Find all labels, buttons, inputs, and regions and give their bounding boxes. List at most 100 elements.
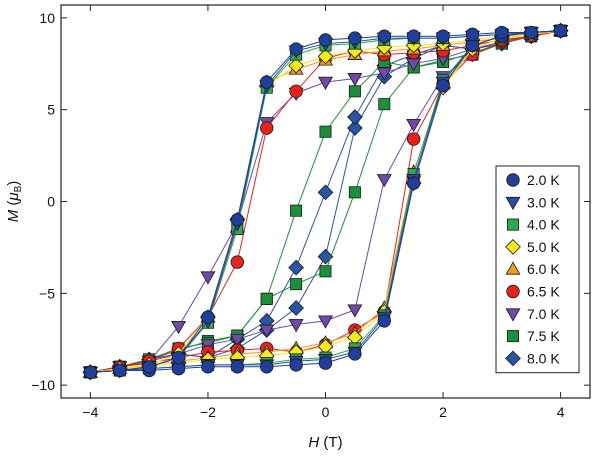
data-point	[347, 109, 363, 125]
data-point	[289, 358, 303, 372]
data-point	[524, 25, 538, 40]
data-point	[289, 84, 303, 99]
legend-label: 3.0 K	[527, 194, 560, 210]
data-point	[259, 324, 275, 338]
x-tick-label: −4	[82, 404, 98, 420]
data-point	[319, 265, 332, 278]
legend-label: 4.0 K	[527, 217, 560, 233]
legend-item: 7.0 K	[505, 306, 560, 322]
legend-item: 4.0 K	[506, 217, 560, 233]
legend: 2.0 K 3.0 K 4.0 K 5.0 K 6.0 K 6.5 K 7.0 K 7.5 K…	[495, 165, 580, 374]
axis-ticks: −4 −2 0 2 4 −10 −5 0 5 10	[31, 5, 590, 420]
legend-item: 7.5 K	[506, 328, 560, 344]
legend-marker	[506, 330, 519, 343]
data-point	[376, 67, 392, 81]
legend-item: 6.5 K	[506, 284, 560, 300]
legend-item: 5.0 K	[505, 239, 560, 255]
data-point	[317, 184, 334, 201]
y-tick-label: 0	[47, 194, 55, 210]
data-point	[113, 363, 127, 378]
data-point	[347, 73, 363, 87]
data-point	[290, 204, 303, 217]
data-point	[406, 118, 422, 133]
data-point	[318, 76, 333, 90]
legend-marker	[505, 261, 521, 275]
legend-item: 8.0 K	[505, 350, 560, 367]
y-tick-label: −10	[31, 377, 55, 393]
data-point	[436, 29, 450, 43]
data-point	[260, 121, 274, 135]
y-axis-variable: M	[5, 209, 22, 222]
y-axis-unit-close: )	[5, 181, 22, 186]
legend-label: 6.5 K	[527, 284, 560, 300]
data-point	[288, 319, 304, 333]
data-point	[260, 292, 273, 305]
x-tick-label: 4	[557, 404, 565, 420]
data-point	[230, 360, 245, 374]
data-point	[348, 347, 362, 361]
y-tick-label: 10	[39, 10, 55, 26]
legend-item: 2.0 K	[506, 172, 560, 188]
data-point	[318, 315, 333, 329]
data-point	[288, 300, 304, 316]
data-point	[317, 248, 334, 265]
data-point	[83, 365, 98, 379]
data-point	[229, 333, 245, 348]
data-point	[406, 132, 421, 146]
data-point	[348, 31, 362, 45]
legend-marker	[505, 350, 521, 367]
data-point	[347, 120, 363, 136]
data-point	[406, 29, 421, 43]
legend-label: 6.0 K	[527, 261, 560, 277]
legend-label: 2.0 K	[527, 172, 560, 188]
data-point	[318, 356, 333, 370]
data-point	[317, 48, 334, 65]
y-axis-unit-open: (	[5, 201, 22, 210]
data-point	[290, 278, 303, 291]
y-axis-unit-subscript: B	[13, 185, 24, 192]
data-point	[288, 259, 304, 276]
data-point	[171, 320, 187, 335]
x-axis-variable: H	[308, 434, 319, 451]
legend-marker	[506, 218, 519, 231]
data-point	[201, 360, 215, 374]
data-point	[230, 213, 245, 227]
data-point	[377, 29, 391, 43]
y-axis-unit-mu: μ	[5, 192, 22, 201]
data-point	[377, 314, 391, 328]
data-point	[230, 255, 245, 269]
data-point	[319, 125, 332, 138]
legend-label: 5.0 K	[527, 239, 560, 255]
data-point	[436, 79, 450, 93]
x-axis-label: H (T)	[308, 434, 342, 451]
data-point	[260, 360, 274, 374]
legend-label: 7.5 K	[527, 328, 560, 344]
data-point	[171, 350, 186, 365]
data-point	[495, 25, 509, 40]
legend-item: 6.0 K	[505, 261, 560, 277]
data-point	[289, 42, 303, 56]
legend-marker	[505, 308, 521, 322]
data-point	[260, 75, 274, 89]
x-axis-unit: (T)	[319, 434, 342, 451]
data-point	[406, 176, 421, 190]
legend-marker	[505, 196, 521, 211]
series-layer	[82, 22, 569, 381]
legend-marker	[506, 173, 520, 187]
data-point	[376, 174, 392, 188]
x-tick-label: 2	[439, 404, 447, 420]
data-point	[142, 360, 156, 374]
x-tick-label: −2	[200, 404, 216, 420]
series-2-0k	[83, 24, 568, 379]
x-tick-label: 0	[322, 404, 330, 420]
data-point	[288, 57, 304, 74]
data-point	[465, 27, 480, 42]
legend-label: 7.0 K	[527, 306, 560, 322]
legend-label: 8.0 K	[527, 350, 560, 366]
y-axis-label: M (μB)	[5, 181, 24, 223]
legend-marker	[505, 239, 521, 255]
legend-marker	[506, 284, 520, 299]
data-point	[553, 24, 568, 38]
data-point	[348, 85, 361, 98]
